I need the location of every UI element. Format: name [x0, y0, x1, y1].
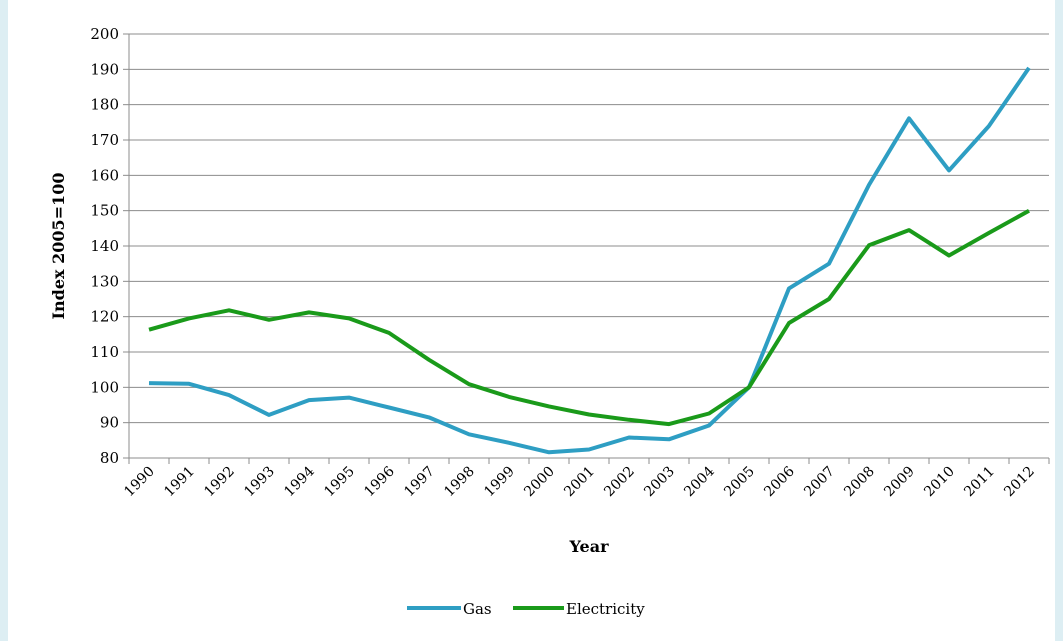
x-tick-label: 1991	[161, 464, 198, 501]
x-tick-label: 1998	[441, 464, 478, 501]
legend: Gas Electricity	[407, 600, 645, 618]
x-tick-label: 2009	[881, 464, 918, 501]
x-axis-title: Year	[568, 537, 609, 556]
y-tick-label: 180	[90, 96, 119, 114]
x-tick-label: 2006	[761, 463, 798, 500]
y-tick-label: 100	[90, 378, 119, 396]
x-tick-label: 2000	[521, 464, 558, 501]
legend-label: Electricity	[566, 600, 645, 618]
y-tick-label: 90	[100, 414, 119, 432]
x-tick-label: 2010	[921, 464, 958, 501]
y-tick-label: 200	[90, 25, 119, 43]
x-tick-label: 2012	[1001, 464, 1038, 501]
x-tick-label: 1992	[201, 464, 238, 501]
x-tick-label: 1990	[121, 464, 158, 501]
gridlines	[123, 33, 1049, 459]
x-tick-label: 2007	[801, 464, 838, 501]
x-tick-label: 1994	[281, 463, 318, 500]
x-tick-label: 2002	[601, 464, 638, 501]
x-tick-labels: 1990 1991 1992 1993 1994 1995 1996 1997 1998 1999…	[121, 463, 1038, 500]
y-tick-label: 190	[90, 60, 119, 78]
x-tick-label: 2004	[681, 463, 718, 500]
y-tick-label: 80	[100, 449, 119, 467]
y-tick-labels: 80 90 100 110 120 130 140 150 160 170 180 190 200	[90, 25, 119, 467]
legend-label: Gas	[463, 600, 492, 618]
x-tick-label: 2003	[641, 464, 678, 501]
line-chart: 80 90 100 110 120 130 140 150 160 170 180 190 200 19…	[49, 25, 1050, 618]
legend-item-electricity: Electricity	[513, 600, 645, 618]
x-tick-label: 2011	[961, 464, 998, 501]
chart-panel: 80 90 100 110 120 130 140 150 160 170 180 190 200 19…	[8, 0, 1055, 641]
y-tick-label: 150	[90, 202, 119, 220]
series-lines	[148, 66, 1031, 455]
legend-item-gas: Gas	[407, 600, 492, 618]
x-tick-label: 1995	[321, 464, 358, 501]
x-tick-label: 2008	[841, 464, 878, 501]
series-line-electricity	[148, 208, 1030, 427]
series-line-gas	[148, 66, 1031, 455]
y-tick-label: 130	[90, 272, 119, 290]
x-tick-label: 1993	[241, 464, 278, 501]
y-tick-label: 110	[90, 343, 119, 361]
y-tick-label: 160	[90, 166, 119, 184]
y-tick-label: 140	[90, 237, 119, 255]
y-axis-title: Index 2005=100	[49, 173, 68, 320]
y-tick-label: 120	[90, 308, 119, 326]
x-tick-label: 2001	[561, 464, 598, 501]
axes	[128, 34, 1050, 464]
y-tick-label: 170	[90, 131, 119, 149]
x-tick-label: 1997	[401, 464, 438, 501]
x-tick-label: 1999	[481, 464, 518, 501]
x-tick-label: 2005	[721, 464, 758, 501]
x-tick-label: 1996	[361, 463, 398, 500]
